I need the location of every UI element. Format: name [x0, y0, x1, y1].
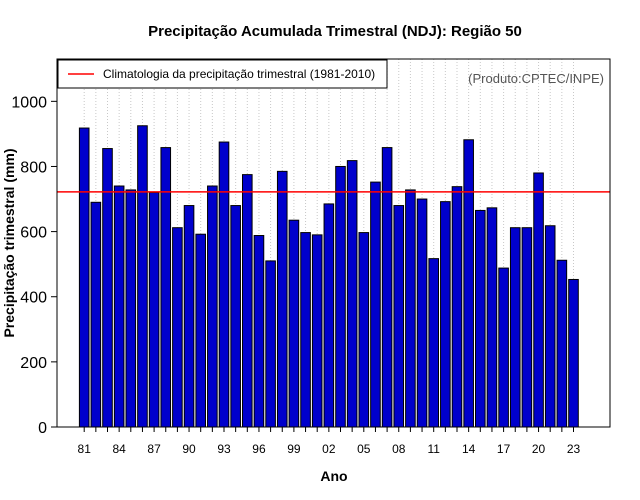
x-tick-label: 81 [78, 442, 92, 456]
x-tick-label: 08 [392, 442, 406, 456]
bar-1999 [288, 219, 300, 428]
bar-1981 [78, 127, 90, 428]
x-tick-label: 87 [147, 442, 161, 456]
bar-2013 [451, 186, 463, 428]
bar-2004 [346, 160, 358, 428]
bar-1988 [160, 147, 172, 428]
bar-2009 [405, 189, 416, 428]
x-tick-label: 02 [322, 442, 336, 456]
bar-1992 [207, 185, 218, 428]
y-axis-label: Precipitação trimestral (mm) [1, 148, 17, 337]
bar-1989 [172, 227, 183, 428]
bar-2021 [544, 225, 556, 428]
bar-1996 [253, 235, 265, 428]
x-tick-label: 93 [217, 442, 231, 456]
bar-1986 [137, 125, 148, 428]
bar-1990 [183, 205, 195, 428]
source-annotation: (Produto:CPTEC/INPE) [468, 71, 604, 86]
bar-1993 [218, 141, 230, 428]
x-axis: 81 84 87 90 93 96 99 02 05 08 11 14 17 20 23 [78, 427, 581, 456]
bar-1985 [125, 189, 137, 428]
x-tick-label: 17 [497, 442, 511, 456]
bar-2023 [568, 278, 579, 428]
y-tick-label: 0 [38, 420, 47, 437]
bars [78, 125, 579, 428]
x-tick-label: 99 [287, 442, 301, 456]
bar-1987 [148, 192, 160, 428]
bar-1994 [230, 205, 241, 428]
bar-2015 [475, 209, 486, 428]
bar-2007 [381, 147, 393, 428]
x-tick-label: 14 [462, 442, 476, 456]
legend: Climatologia da precipitação trimestral … [57, 59, 388, 89]
x-tick-label: 23 [567, 442, 581, 456]
bar-1991 [195, 233, 206, 428]
y-tick-label: 1000 [11, 94, 47, 111]
y-axis: 0 200 400 600 800 1000 [11, 94, 57, 437]
x-tick-label: 96 [252, 442, 266, 456]
bar-1983 [102, 148, 113, 428]
bar-2008 [393, 205, 405, 428]
chart-title: Precipitação Acumulada Trimestral (NDJ):… [148, 23, 522, 40]
bar-2019 [521, 227, 533, 428]
x-axis-label: Ano [320, 468, 347, 484]
bar-2012 [440, 201, 451, 428]
bar-2022 [556, 259, 568, 428]
bar-2010 [416, 198, 428, 428]
x-tick-label: 90 [182, 442, 196, 456]
bar-2018 [509, 227, 521, 428]
bar-2016 [486, 207, 498, 428]
x-tick-label: 05 [357, 442, 371, 456]
y-tick-label: 200 [20, 355, 47, 372]
bar-2003 [335, 165, 346, 428]
plot-frame [56, 58, 611, 428]
bar-1997 [265, 260, 276, 428]
bar-2001 [311, 234, 323, 428]
bar-2000 [300, 232, 311, 428]
bar-2002 [323, 203, 335, 428]
y-tick-label: 800 [20, 159, 47, 176]
x-tick-label: 20 [532, 442, 546, 456]
x-tick-label: 84 [112, 442, 126, 456]
bar-1998 [276, 170, 288, 428]
legend-label: Climatologia da precipitação trimestral … [103, 67, 375, 81]
x-tick-label: 11 [427, 442, 440, 456]
y-tick-label: 600 [20, 225, 47, 242]
bar-2020 [533, 172, 544, 428]
bar-2005 [358, 232, 370, 428]
bar-1995 [242, 174, 253, 428]
bar-2017 [498, 267, 509, 428]
bar-2006 [370, 181, 381, 428]
bar-2011 [428, 258, 439, 428]
y-tick-label: 400 [20, 290, 47, 307]
legend-box [57, 59, 388, 89]
bar-1982 [90, 201, 102, 428]
bar-2014 [463, 139, 474, 428]
bar-1984 [113, 185, 125, 428]
